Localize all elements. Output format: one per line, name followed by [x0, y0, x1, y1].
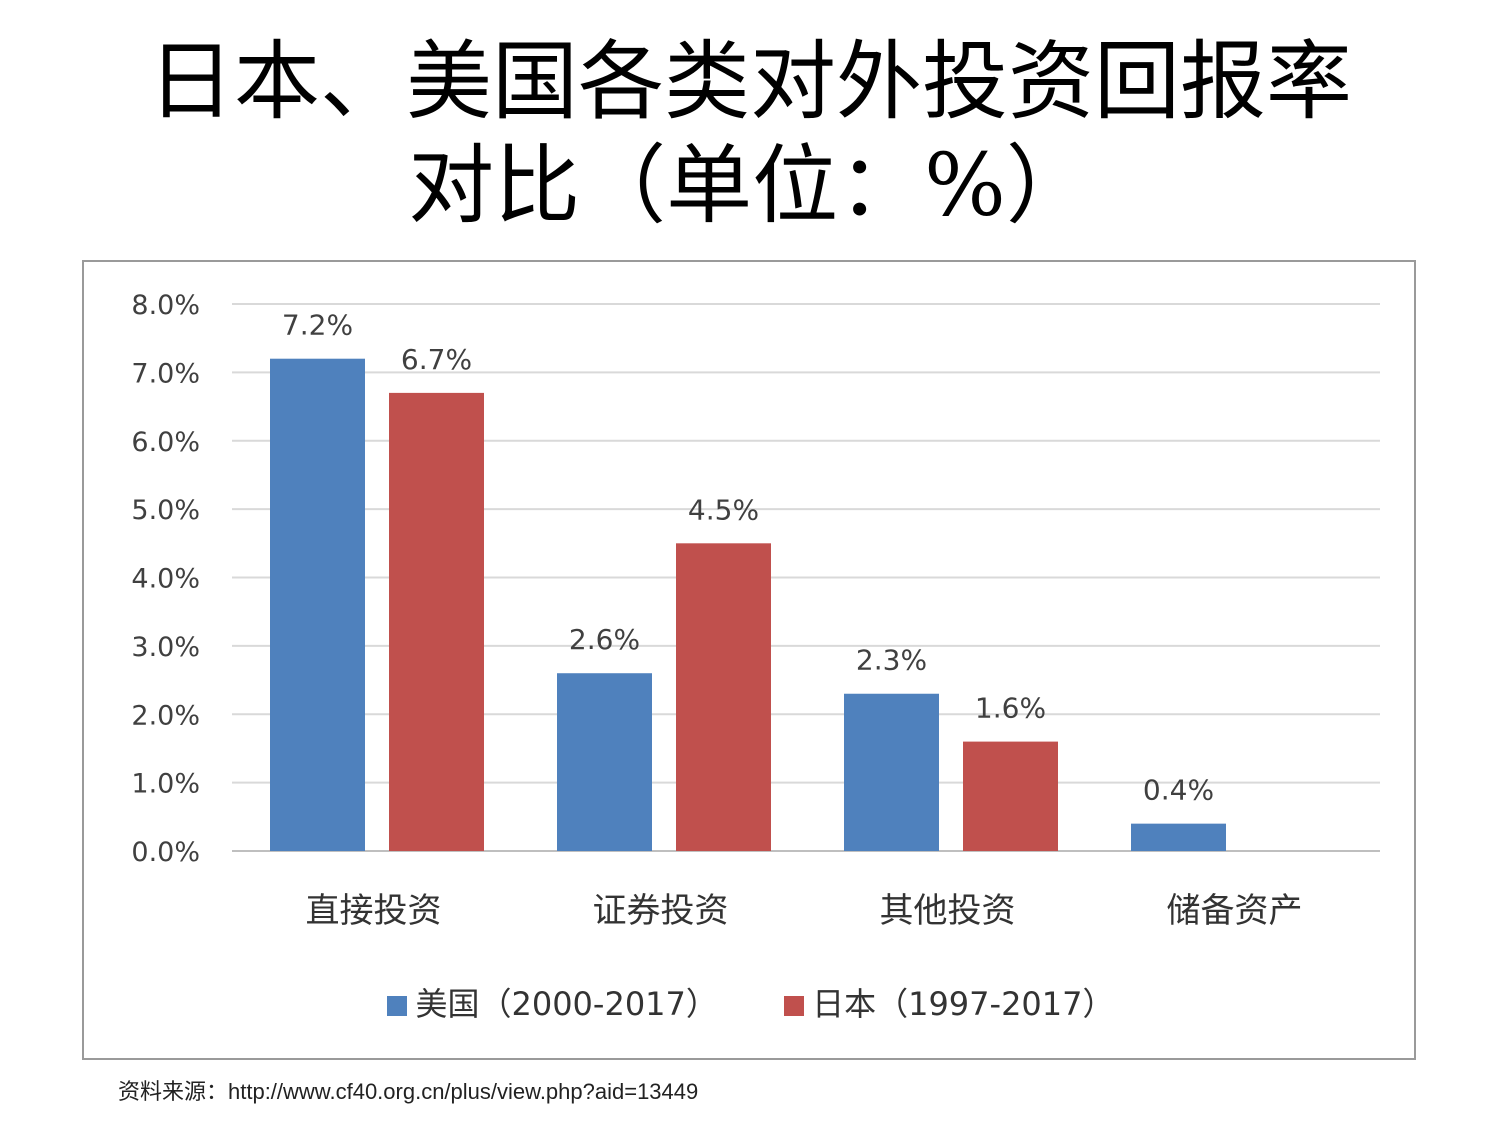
page-title-line-1: 日本、美国各类对外投资回报率 — [148, 32, 1352, 132]
page-title-line-2: 对比（单位：%） — [408, 136, 1092, 236]
legend-item-japan: 日本（1997-2017） — [784, 984, 1115, 1024]
y-tick-label: 0.0% — [131, 837, 200, 868]
y-tick-label: 5.0% — [131, 495, 200, 526]
bar-japan — [676, 543, 771, 851]
x-tick-label: 其他投资 — [880, 891, 1016, 931]
data-label: 4.5% — [688, 493, 759, 526]
legend-label-japan: 日本（1997-2017） — [812, 985, 1115, 1023]
legend-label-us: 美国（2000-2017） — [415, 985, 718, 1023]
x-tick-label: 证券投资 — [593, 891, 729, 931]
bar-chart: 0.0% 1.0% 2.0% 3.0% 4.0% 5.0% 6.0% 7.0% 8.0% 7.2%… — [131, 290, 1380, 931]
chart-legend: 美国（2000-2017） 日本（1997-2017） — [84, 984, 1418, 1024]
bar-us — [1131, 823, 1226, 851]
bar-japan — [389, 392, 484, 851]
data-label: 1.6% — [975, 692, 1046, 725]
bar-us — [557, 673, 652, 851]
legend-swatch-japan — [784, 996, 805, 1016]
data-label: 2.3% — [856, 644, 927, 677]
x-tick-label: 储备资产 — [1167, 891, 1303, 931]
bar-us — [844, 693, 939, 851]
y-tick-label: 7.0% — [131, 358, 200, 389]
page-title: 日本、美国各类对外投资回报率 对比（单位：%） — [0, 30, 1500, 238]
source-note: 资料来源：http://www.cf40.org.cn/plus/view.ph… — [118, 1079, 699, 1104]
chart-frame: 0.0% 1.0% 2.0% 3.0% 4.0% 5.0% 6.0% 7.0% 8.0% 7.2%… — [82, 260, 1416, 1060]
data-label: 0.4% — [1143, 774, 1214, 807]
y-tick-label: 1.0% — [131, 769, 200, 800]
y-tick-label: 4.0% — [131, 564, 200, 595]
y-tick-label: 6.0% — [131, 427, 200, 458]
data-label: 7.2% — [282, 309, 353, 342]
y-tick-label: 8.0% — [131, 290, 200, 321]
y-tick-label: 2.0% — [131, 700, 200, 731]
bar-us — [270, 358, 365, 851]
y-tick-label: 3.0% — [131, 632, 200, 663]
data-label: 2.6% — [569, 623, 640, 656]
data-label: 6.7% — [401, 343, 472, 376]
bar-japan — [963, 741, 1058, 851]
x-tick-label: 直接投资 — [306, 891, 442, 931]
legend-swatch-us — [387, 996, 408, 1016]
legend-item-us: 美国（2000-2017） — [387, 984, 718, 1024]
